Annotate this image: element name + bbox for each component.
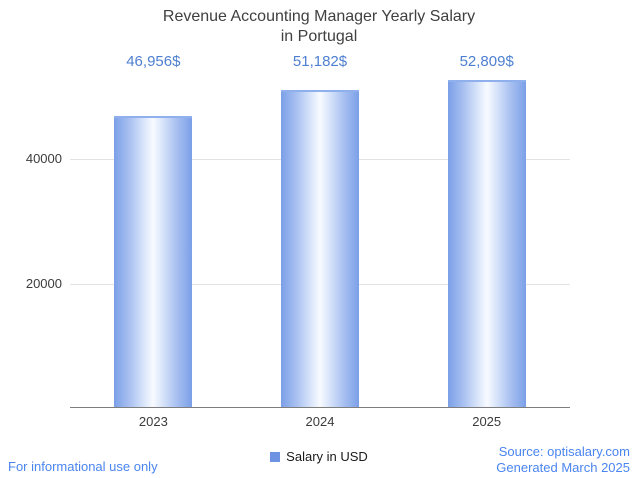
chart-title-line-2: in Portugal <box>280 27 358 45</box>
value-label: 51,182$ <box>292 53 348 70</box>
legend-label: Salary in USD <box>286 449 368 464</box>
bar-column <box>237 75 404 407</box>
value-label: 46,956$ <box>126 53 181 70</box>
footer-source-link[interactable]: Source: optisalary.com <box>498 444 630 459</box>
bar[interactable] <box>114 116 193 407</box>
bars-container <box>70 75 570 407</box>
x-axis-label: 2024 <box>305 414 335 429</box>
chart-title-line-1: Revenue Accounting Manager Yearly Salary <box>162 8 476 25</box>
x-axis-label: 2025 <box>472 414 502 429</box>
y-axis-tick-label: 40000 <box>25 151 62 167</box>
x-axis-label: 2023 <box>138 414 168 429</box>
legend-color-icon <box>270 451 281 462</box>
bar-column <box>70 75 237 407</box>
footer-generated: Generated March 2025 <box>496 460 630 475</box>
bar[interactable] <box>447 79 526 407</box>
footer-disclaimer: For informational use only <box>8 459 158 474</box>
x-axis-labels-row: 2023 2024 2025 <box>70 414 570 429</box>
chart-title: Revenue Accounting Manager Yearly Salary… <box>0 7 638 46</box>
footer-source-block: Source: optisalary.com Generated March 2… <box>496 444 630 476</box>
y-axis-tick-label: 20000 <box>25 275 62 291</box>
value-labels-row: 46,956$ 51,182$ 52,809$ <box>70 53 570 70</box>
bar[interactable] <box>281 89 359 407</box>
value-label: 52,809$ <box>459 53 514 70</box>
bar-column <box>403 75 570 407</box>
plot-area <box>70 75 570 408</box>
legend: Salary in USD <box>0 449 638 464</box>
